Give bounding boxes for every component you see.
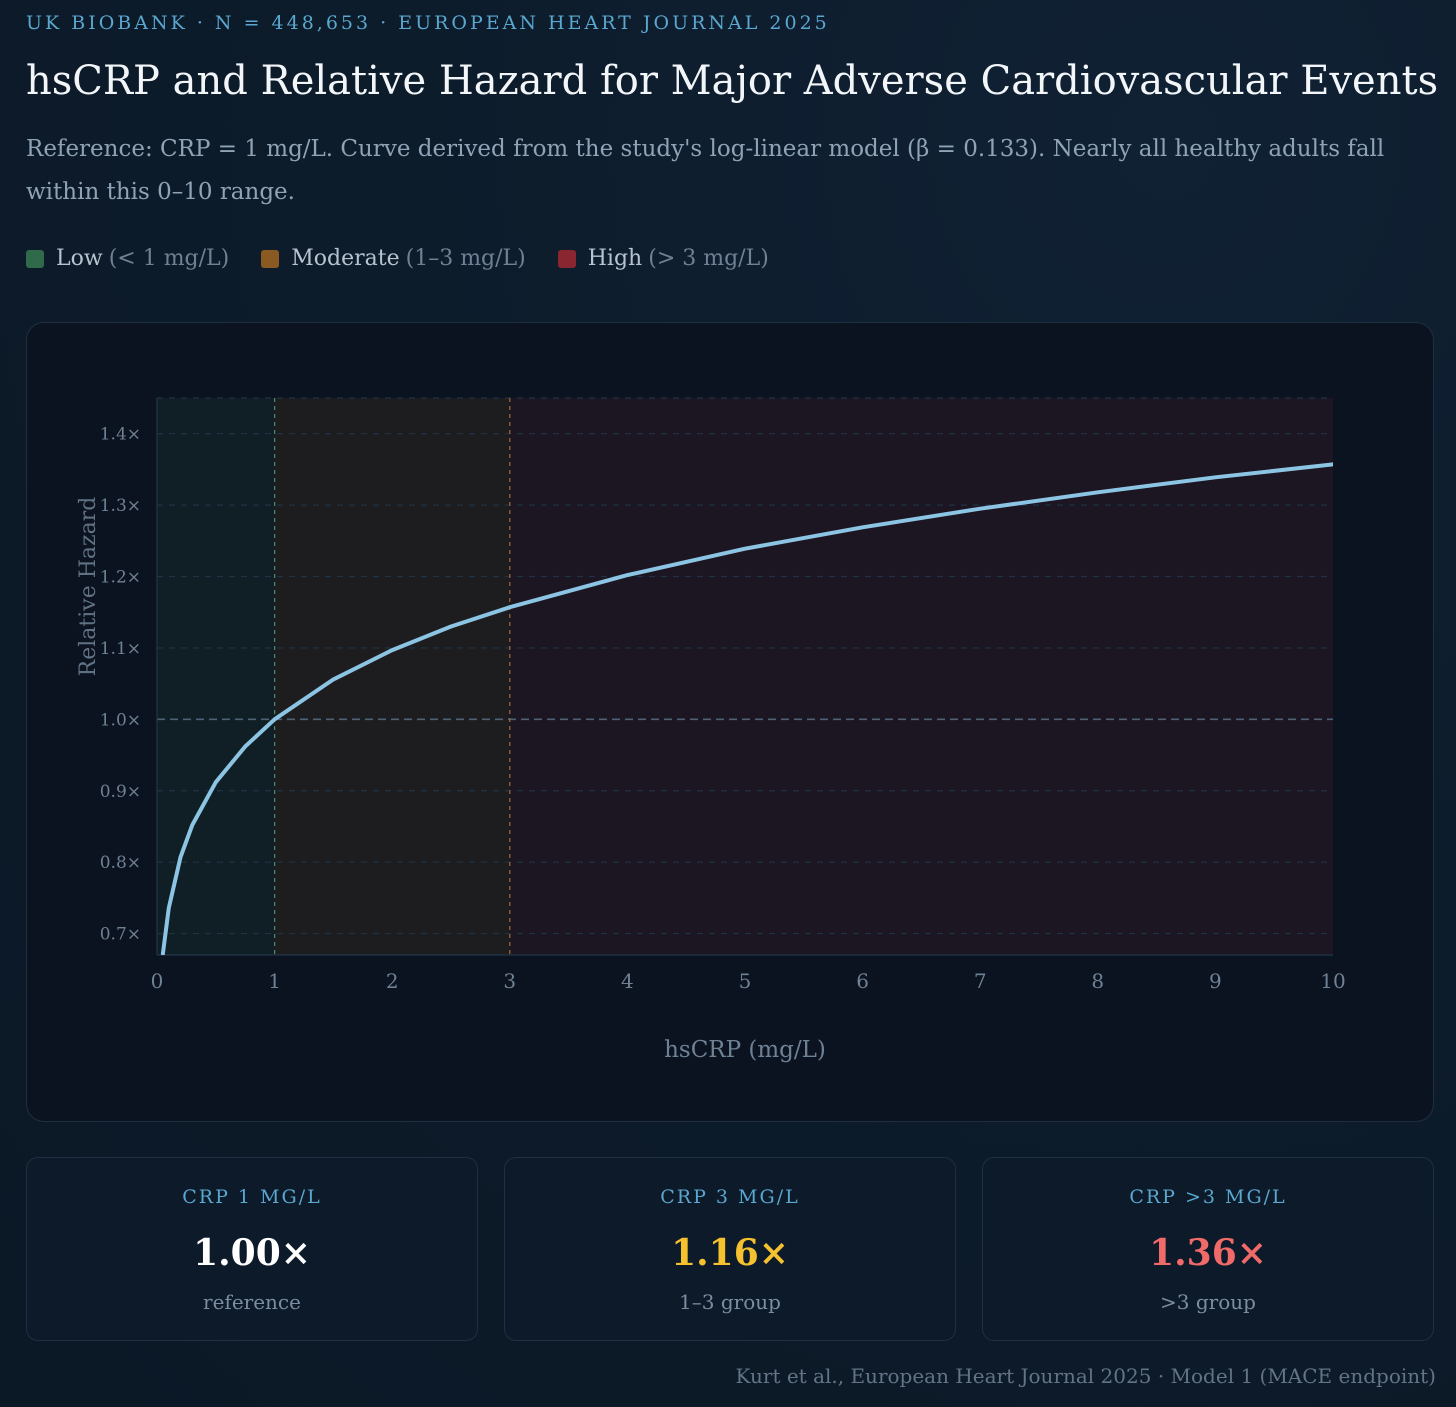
legend-range: (1–3 mg/L): [405, 246, 526, 271]
legend-name: High: [587, 246, 643, 271]
legend-swatch-moderate: [261, 249, 280, 268]
eyebrow: UK BIOBANK · N = 448,653 · EUROPEAN HEAR…: [26, 12, 830, 34]
legend-item-high: High (> 3 mg/L): [557, 246, 769, 271]
subtitle: Reference: CRP = 1 mg/L. Curve derived f…: [26, 136, 1385, 205]
stat-card-crp-1: CRP 1 MG/L 1.00× reference: [26, 1157, 478, 1341]
y-tick-label: 1.3×: [100, 496, 141, 516]
stat-card-crp-3: CRP 3 MG/L 1.16× 1–3 group: [504, 1157, 956, 1341]
chart-card: 0.7× 0.8× 0.9× 1.0× 1.1× 1.2× 1.3× 1.4× 0 1 2 3 4 5 6 7…: [26, 322, 1434, 1122]
x-tick-label: 8: [1091, 969, 1104, 993]
x-tick-label: 9: [1209, 969, 1222, 993]
y-tick-label: 0.7×: [100, 925, 141, 945]
x-tick-label: 0: [151, 969, 164, 993]
x-tick-label: 3: [503, 969, 516, 993]
stat-note: >3 group: [1160, 1290, 1256, 1314]
y-axis-label: Relative Hazard: [76, 497, 101, 677]
page-title: hsCRP and Relative Hazard for Major Adve…: [26, 58, 1439, 104]
zone-low: [157, 398, 275, 955]
x-tick-label: 10: [1320, 969, 1345, 993]
hazard-curve: [160, 462, 1333, 955]
x-tick-label: 7: [974, 969, 987, 993]
x-tick-label: 4: [621, 969, 634, 993]
legend-range: (> 3 mg/L): [648, 246, 769, 271]
x-axis-label: hsCRP (mg/L): [664, 1037, 826, 1063]
legend-name: Low: [56, 246, 103, 271]
x-tick-label: 6: [856, 969, 869, 993]
stat-note: 1–3 group: [679, 1290, 781, 1314]
source-citation: Kurt et al., European Heart Journal 2025…: [735, 1364, 1437, 1388]
zone-moderate: [274, 398, 510, 955]
y-tick-label: 1.2×: [100, 568, 141, 588]
stat-value: 1.16×: [671, 1232, 789, 1274]
legend-name: Moderate: [291, 246, 400, 271]
stat-value: 1.00×: [193, 1232, 311, 1274]
y-tick-label: 1.1×: [100, 639, 141, 659]
x-tick-label: 5: [739, 969, 752, 993]
stat-card-crp-gt3: CRP >3 MG/L 1.36× >3 group: [982, 1157, 1434, 1341]
stat-label: CRP 3 MG/L: [660, 1186, 800, 1208]
y-tick-label: 0.8×: [100, 853, 141, 873]
zone-high: [509, 398, 1333, 955]
legend-item-moderate: Moderate (1–3 mg/L): [261, 246, 526, 271]
y-tick-label: 1.0×: [100, 710, 141, 730]
legend-range: (< 1 mg/L): [108, 246, 230, 271]
stat-label: CRP >3 MG/L: [1129, 1186, 1287, 1208]
y-tick-label: 1.4×: [100, 425, 141, 445]
stat-label: CRP 1 MG/L: [182, 1186, 322, 1208]
stat-note: reference: [203, 1290, 301, 1314]
x-tick-label: 2: [386, 969, 399, 993]
y-tick-label: 0.9×: [100, 782, 141, 802]
legend-swatch-low: [26, 249, 44, 268]
legend-item-low: Low (< 1 mg/L): [26, 246, 229, 271]
legend-swatch-high: [557, 249, 576, 268]
stat-value: 1.36×: [1149, 1232, 1267, 1274]
hazard-chart: 0.7× 0.8× 0.9× 1.0× 1.1× 1.2× 1.3× 1.4× 0 1 2 3 4 5 6 7…: [76, 397, 1346, 1063]
legend: Low (< 1 mg/L) Moderate (1–3 mg/L) High …: [26, 246, 769, 271]
x-tick-label: 1: [268, 969, 281, 993]
stat-cards: CRP 1 MG/L 1.00× reference CRP 3 MG/L 1.…: [26, 1157, 1436, 1341]
